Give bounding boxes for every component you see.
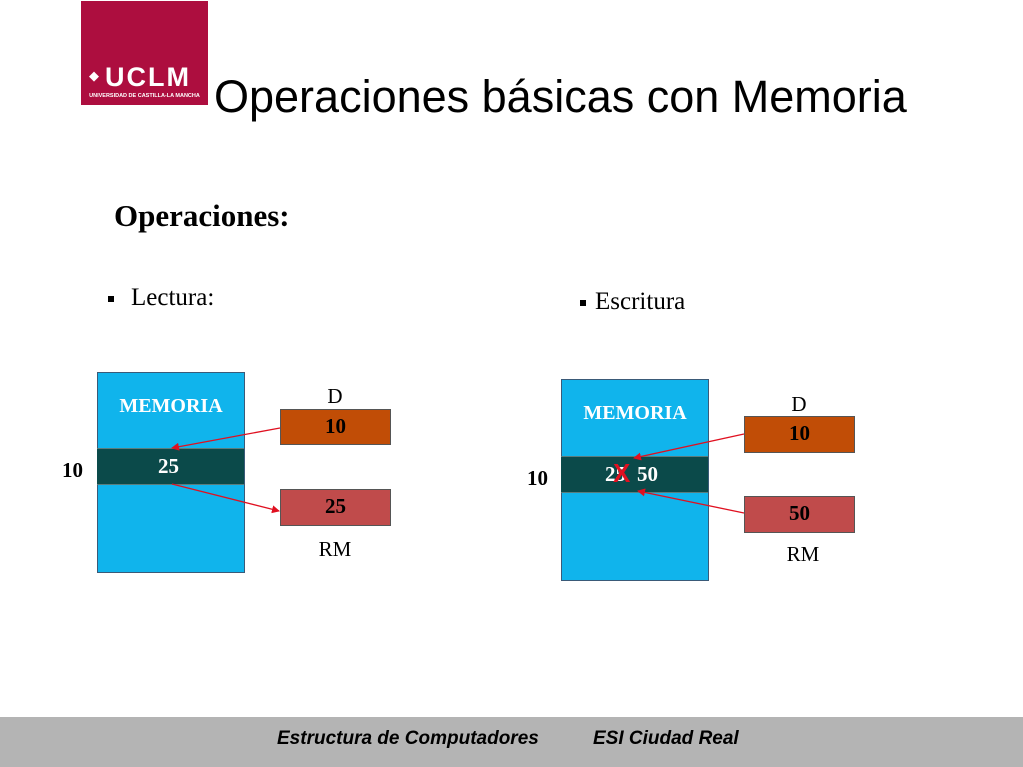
lectura-address-arrow [171, 427, 281, 451]
escritura-d-value: 10 [789, 421, 810, 445]
lectura-rm-label: RM [318, 537, 352, 561]
footer-school: ESI Ciudad Real [593, 728, 739, 749]
lectura-memory-cell: 25 [97, 448, 244, 485]
escritura-d-register: 10 [744, 416, 855, 453]
logo-name: UCLM [105, 62, 191, 92]
logo-emblem-icon: ◆ [89, 68, 99, 83]
slide-title: Operaciones básicas con Memoria [214, 71, 907, 122]
escritura-address-arrow [633, 433, 745, 461]
cross-mark-icon: X [613, 458, 631, 488]
escritura-rm-label: RM [786, 542, 820, 566]
lectura-label: Lectura: [131, 284, 215, 311]
lectura-rm-value: 25 [325, 494, 346, 518]
lectura-bullet-icon [108, 296, 114, 302]
escritura-rm-register: 50 [744, 496, 855, 533]
escritura-memory-cell: 25 50 [561, 456, 708, 493]
logo-subtitle: UNIVERSIDAD DE CASTILLA-LA MANCHA [89, 93, 200, 99]
escritura-label: Escritura [595, 288, 686, 315]
uclm-logo: ◆ UCLM UNIVERSIDAD DE CASTILLA-LA MANCHA [81, 1, 208, 105]
footer-course: Estructura de Computadores [277, 728, 539, 749]
escritura-d-label: D [791, 392, 807, 416]
lectura-d-value: 10 [325, 414, 346, 438]
lectura-cell-value: 25 [158, 454, 179, 478]
escritura-old-value: 25 [605, 462, 626, 486]
footer-bar: Estructura de Computadores ESI Ciudad Re… [0, 717, 1023, 767]
escritura-data-arrow [637, 488, 745, 514]
lectura-data-arrow [171, 483, 280, 514]
lectura-d-register: 10 [280, 409, 391, 445]
escritura-bullet-icon [580, 300, 586, 306]
lectura-d-label: D [327, 384, 343, 408]
lectura-memory-label: MEMORIA [119, 395, 223, 417]
lectura-rm-register: 25 [280, 489, 391, 526]
section-label: Operaciones: [114, 198, 290, 233]
escritura-memory-label: MEMORIA [583, 402, 687, 424]
lectura-address: 10 [62, 458, 83, 482]
escritura-new-value: 50 [637, 462, 658, 486]
escritura-address: 10 [527, 466, 548, 490]
escritura-rm-value: 50 [789, 501, 810, 525]
